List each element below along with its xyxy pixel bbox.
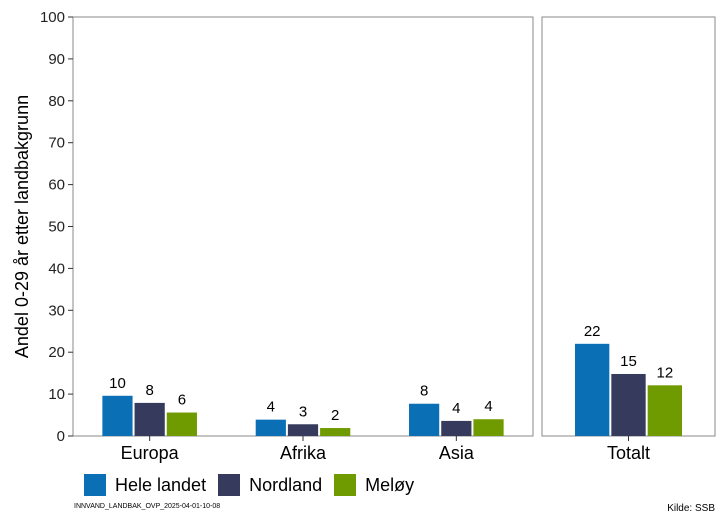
bar-totalt-1: [611, 373, 646, 436]
bar-afrika-1: [287, 424, 319, 436]
legend-item-nordland: Nordland: [218, 474, 322, 496]
bar-value-label: 8: [420, 383, 428, 400]
y-tick-label: 0: [57, 428, 65, 445]
panel-frame-2: [541, 16, 716, 437]
legend-label-nordland: Nordland: [249, 474, 323, 495]
bar-asia-0: [409, 403, 440, 436]
legend: Hele landet Nordland Meløy: [84, 474, 426, 496]
legend-item-hele-landet: Hele landet: [84, 474, 206, 496]
bar-asia-2: [473, 419, 504, 436]
bar-value-label: 4: [267, 399, 275, 416]
bar-value-label: 2: [331, 407, 339, 424]
bar-europa-2: [166, 412, 197, 436]
y-tick-label: 50: [48, 219, 65, 236]
bar-totalt-2: [647, 385, 682, 436]
bar-europa-0: [102, 395, 133, 436]
legend-label-meloy: Meløy: [365, 474, 415, 495]
x-tick-label: Afrika: [280, 443, 327, 463]
chart-id-footnote: INNVAND_LANDBAK_OVP_2025-04-01-10-08: [74, 503, 221, 510]
bar-afrika-0: [255, 419, 286, 436]
y-tick-label: 10: [48, 386, 65, 403]
bar-value-label: 3: [299, 403, 307, 420]
x-tick-label: Europa: [121, 443, 180, 463]
x-tick-label: Totalt: [607, 443, 650, 463]
y-axis-label: Andel 0-29 år etter landbakgrunn: [12, 95, 32, 358]
source-note: Kilde: SSB: [667, 503, 715, 514]
y-tick-label: 100: [40, 9, 65, 26]
y-tick-label: 60: [48, 177, 65, 194]
y-tick-label: 90: [48, 51, 65, 68]
y-tick-label: 20: [48, 344, 65, 361]
bar-value-label: 8: [145, 382, 153, 399]
bar-value-label: 6: [178, 392, 186, 409]
bar-value-label: 4: [484, 398, 492, 415]
bar-afrika-2: [320, 428, 351, 436]
legend-swatch-hele-landet: [84, 474, 106, 496]
y-tick-label: 80: [48, 93, 65, 110]
bar-asia-1: [441, 420, 472, 436]
legend-swatch-nordland: [218, 474, 241, 496]
bar-value-label: 22: [584, 323, 601, 340]
bar-europa-1: [134, 402, 165, 436]
y-tick-label: 30: [48, 302, 65, 319]
bar-value-label: 15: [620, 353, 637, 370]
chart: 0 10 20 30 40 50 60 70 80 90 100 Andel 0-29 år ette…: [12, 9, 716, 463]
legend-item-meloy: Meløy: [334, 474, 414, 496]
bar-totalt-0: [575, 343, 610, 436]
bar-value-label: 4: [452, 400, 460, 417]
bar-value-label: 10: [109, 375, 126, 392]
bar-value-label: 12: [656, 364, 673, 381]
y-tick-label: 40: [48, 260, 65, 277]
x-tick-label: Asia: [439, 443, 475, 463]
y-tick-label: 70: [48, 135, 65, 152]
legend-label-hele-landet: Hele landet: [115, 474, 207, 495]
panel-frame-1: [72, 16, 534, 437]
legend-swatch-meloy: [334, 474, 357, 496]
